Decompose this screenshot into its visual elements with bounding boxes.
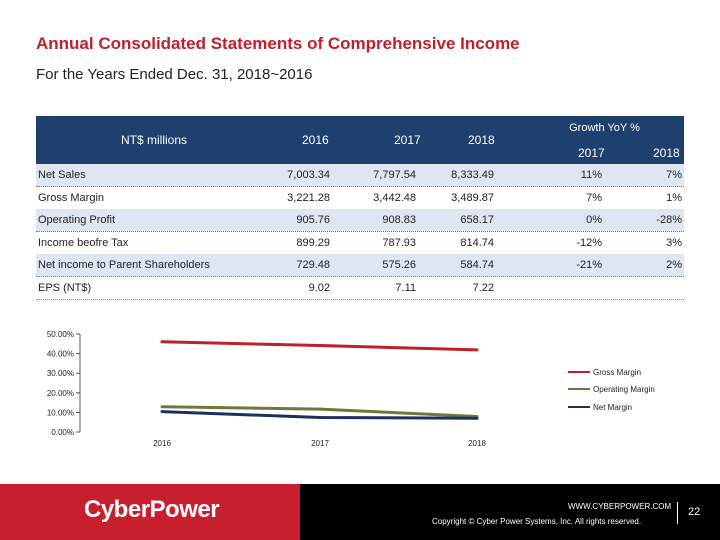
cell-label: Net Sales <box>38 169 86 181</box>
cell-g2017: 7% <box>586 192 602 204</box>
cell-v2016: 7,003.34 <box>287 169 330 181</box>
cell-v2018: 658.17 <box>460 214 494 226</box>
brand-panel: CyberPower <box>0 484 300 540</box>
cell-g2018: 2% <box>666 259 682 271</box>
cell-v2016: 899.29 <box>296 237 330 249</box>
cell-label: Gross Margin <box>38 192 105 204</box>
unit-header: NT$ millions <box>121 133 188 147</box>
cell-g2018: 3% <box>666 237 682 249</box>
table-row: Net Sales 7,003.34 7,797.54 8,333.49 11% 7% <box>36 164 684 187</box>
cell-v2017: 787.93 <box>382 237 416 249</box>
cell-g2017: 11% <box>580 169 602 181</box>
table-row: Gross Margin 3,221.28 3,442.48 3,489.87 7% 1% <box>36 187 684 210</box>
series-point <box>160 340 164 344</box>
legend-label: Operating Margin <box>593 385 655 394</box>
col-header-2016: 2016 <box>302 133 329 147</box>
cell-v2016: 9.02 <box>308 282 330 294</box>
series-point <box>318 407 322 411</box>
y-tick-label: 20.00% <box>47 389 74 398</box>
cell-g2017: 0% <box>586 214 602 226</box>
legend-label: Gross Margin <box>593 368 641 377</box>
cell-g2017: -12% <box>576 237 602 249</box>
series-point <box>318 416 322 419</box>
x-tick-label: 2017 <box>311 439 329 448</box>
y-tick-label: 0.00% <box>51 428 74 437</box>
cell-v2018: 814.74 <box>460 237 494 249</box>
cell-label: Income beofre Tax <box>38 237 129 249</box>
y-tick-label: 30.00% <box>47 369 74 378</box>
cell-v2018: 3,489.87 <box>451 192 494 204</box>
cell-v2018: 7.22 <box>472 282 494 294</box>
cell-v2017: 7.11 <box>395 282 416 294</box>
growth-col-header-2017: 2017 <box>578 146 605 160</box>
cell-g2018: 7% <box>666 169 682 181</box>
y-tick-label: 40.00% <box>47 350 74 359</box>
col-header-2018: 2018 <box>468 133 495 147</box>
cell-v2017: 7,797.54 <box>373 169 416 181</box>
cell-label: Operating Profit <box>38 214 116 226</box>
series-point <box>475 348 479 352</box>
cell-v2017: 3,442.48 <box>373 192 416 204</box>
table-row: EPS (NT$) 9.02 7.11 7.22 <box>36 277 684 300</box>
series-point <box>318 344 322 347</box>
x-tick-label: 2018 <box>468 439 486 448</box>
footer: CyberPower WWW.CYBERPOWER.COM Copyright … <box>0 484 720 540</box>
table-row: Net income to Parent Shareholders 729.48 5… <box>36 254 684 277</box>
x-tick-label: 2016 <box>153 439 171 448</box>
growth-col-header-2018: 2018 <box>653 146 680 160</box>
cell-g2018: -28% <box>656 214 682 226</box>
cell-v2016: 729.48 <box>296 259 330 271</box>
cell-label: EPS (NT$) <box>38 282 92 294</box>
y-tick-label: 50.00% <box>47 330 74 339</box>
table-row: Operating Profit 905.76 908.83 658.17 0% -28% <box>36 209 684 232</box>
y-tick-label: 10.00% <box>47 408 74 417</box>
cell-v2018: 584.74 <box>460 259 494 271</box>
cell-v2016: 905.76 <box>296 214 330 226</box>
website-link[interactable]: WWW.CYBERPOWER.COM <box>568 502 672 511</box>
series-point <box>160 405 164 409</box>
cell-v2017: 575.26 <box>382 259 416 271</box>
cell-label: Net income to Parent Shareholders <box>38 259 210 271</box>
cell-g2017: -21% <box>576 259 602 271</box>
slide-subtitle: For the Years Ended Dec. 31, 2018~2016 <box>36 66 313 83</box>
cell-v2017: 908.83 <box>382 214 416 226</box>
cell-v2016: 3,221.28 <box>287 192 330 204</box>
series-point <box>160 410 164 414</box>
growth-header: Growth YoY % <box>525 116 684 140</box>
copyright-text: Copyright © Cyber Power Systems, Inc. Al… <box>432 517 642 526</box>
cell-v2018: 8,333.49 <box>451 169 494 181</box>
margin-line-chart: 0.00% 10.00% 20.00% 30.00% 40.00% 50.00% 2016 2… <box>47 330 655 448</box>
legend-label: Net Margin <box>593 403 632 412</box>
table-row: Income beofre Tax 899.29 787.93 814.74 -12% 3… <box>36 232 684 255</box>
series-point <box>475 416 479 420</box>
col-header-2017: 2017 <box>394 133 421 147</box>
cyberpower-logo: CyberPower <box>84 496 220 523</box>
page-number: 22 <box>688 506 701 518</box>
footer-divider <box>677 502 678 524</box>
cell-g2018: 1% <box>666 192 682 204</box>
slide-title: Annual Consolidated Statements of Compre… <box>36 34 520 53</box>
